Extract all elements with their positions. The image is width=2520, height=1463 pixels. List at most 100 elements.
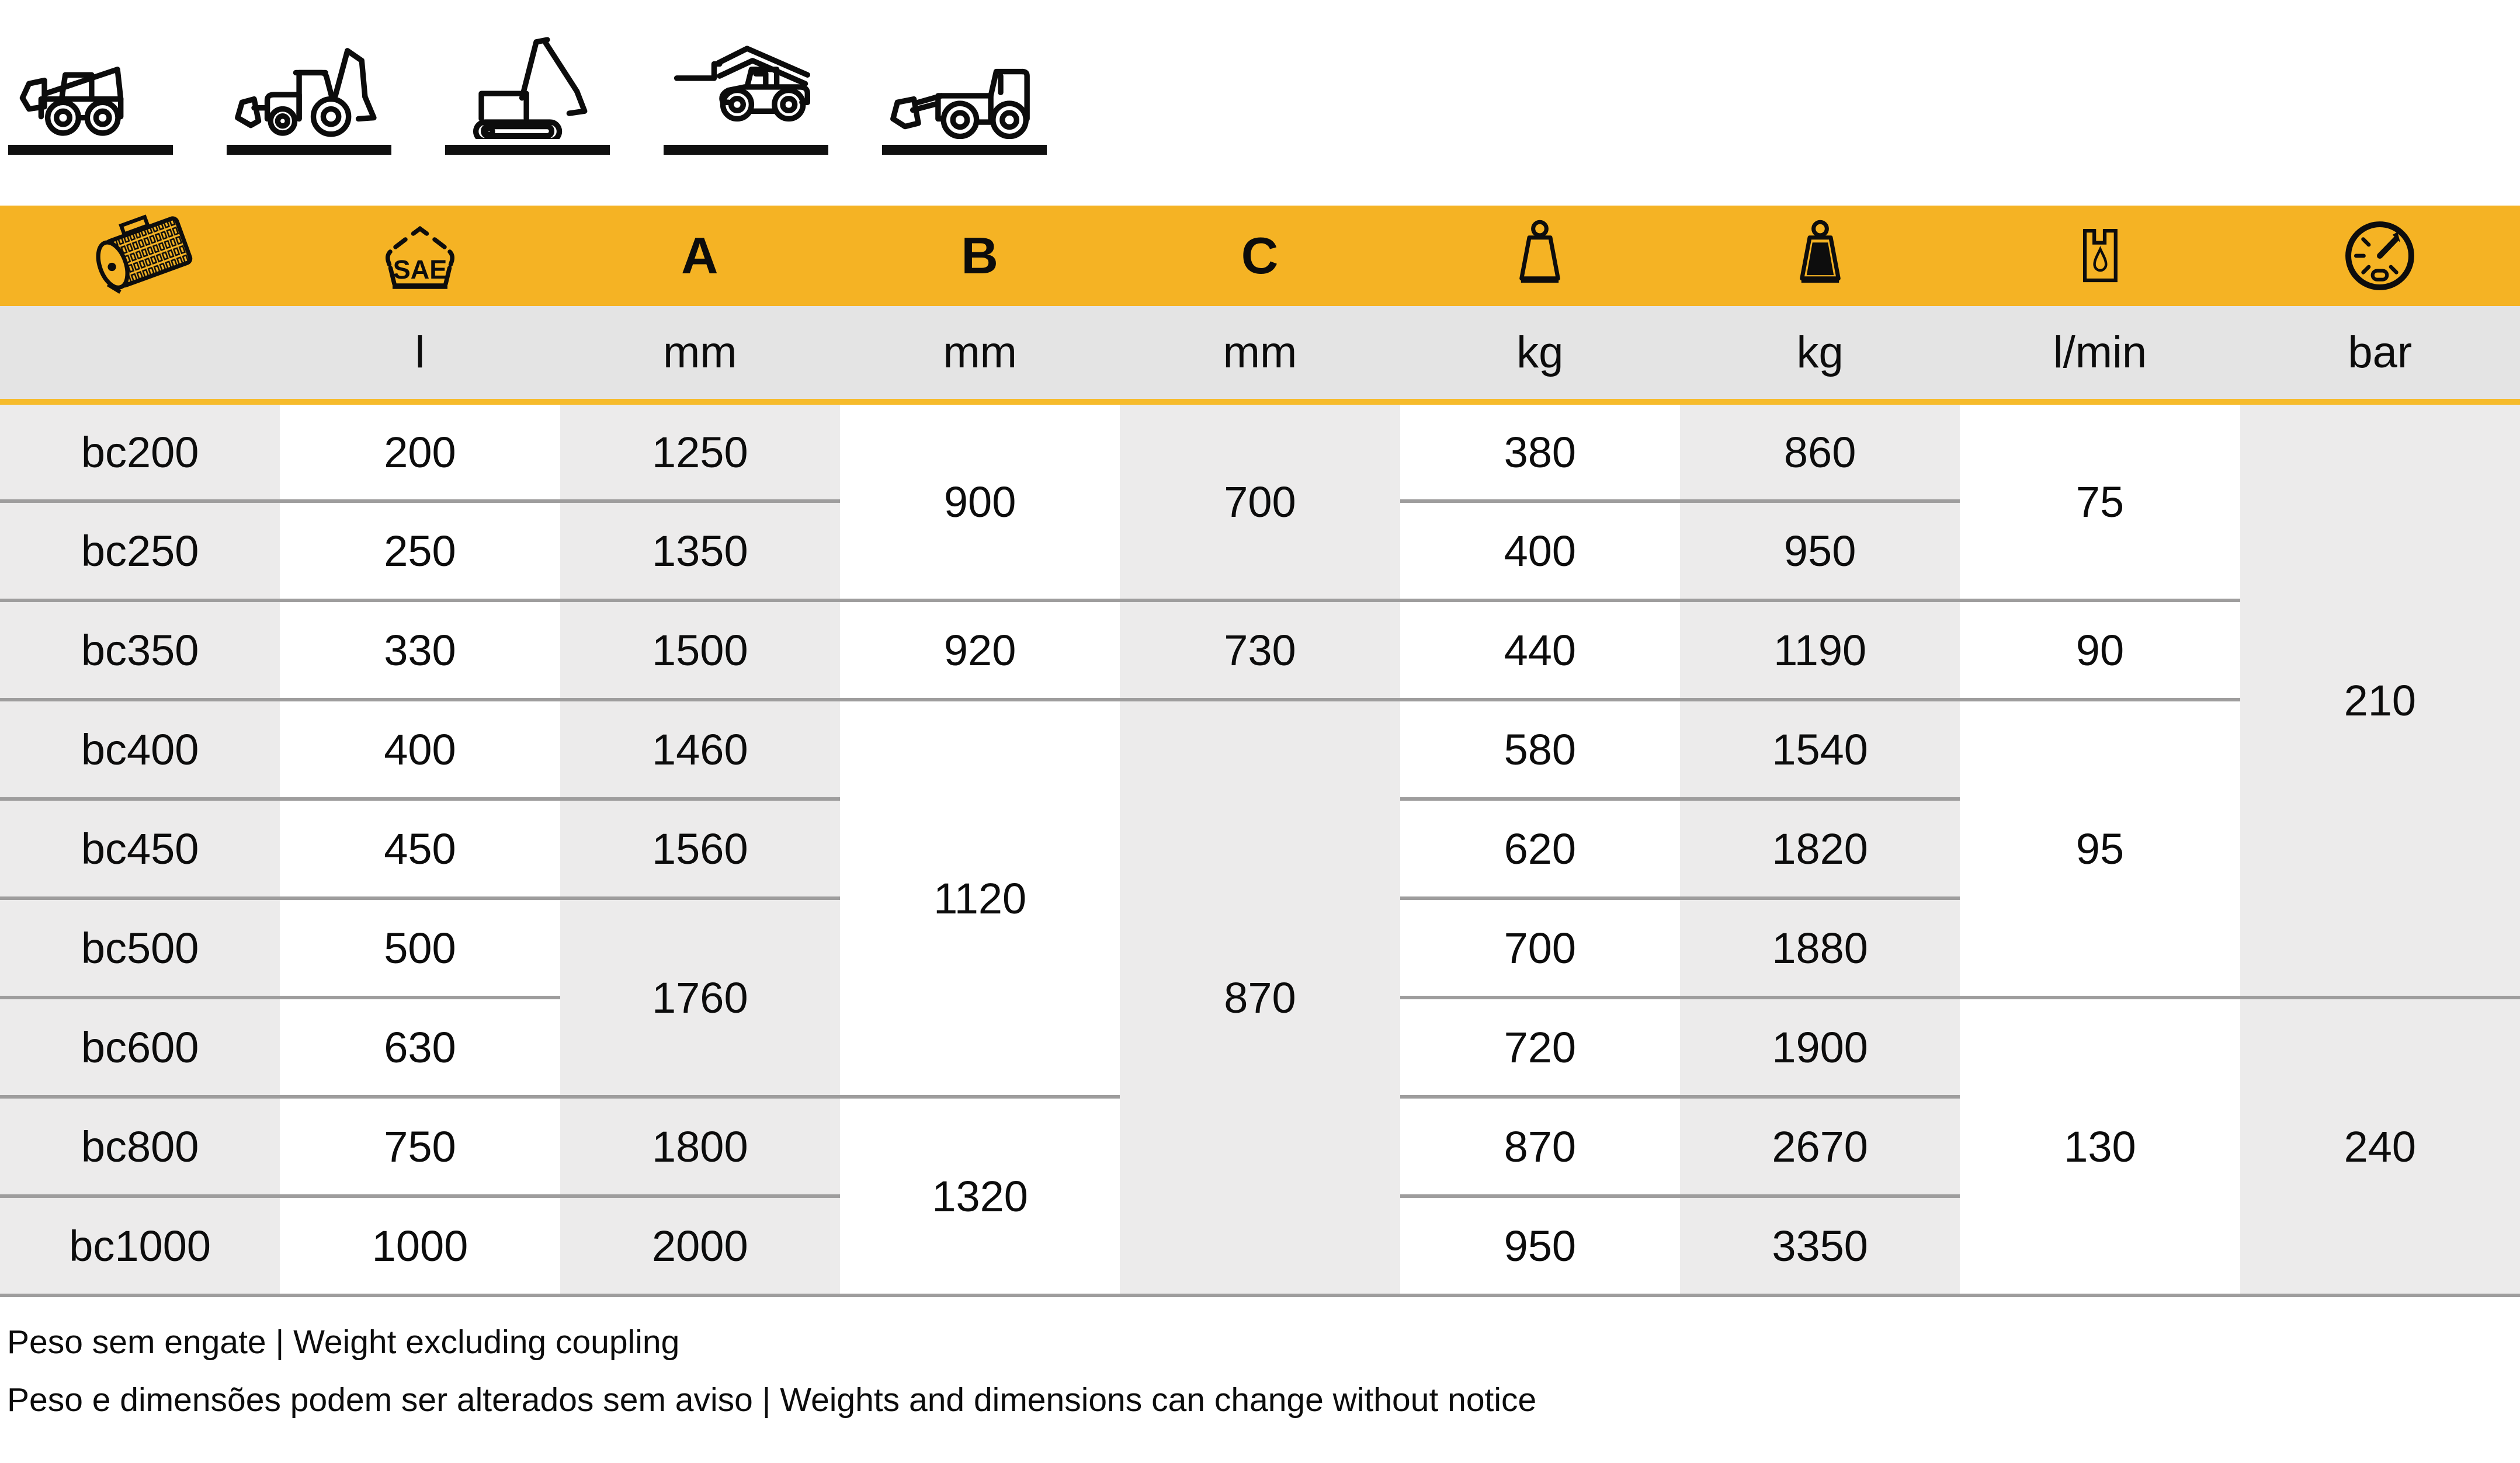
cell-kg2: 1190 <box>1679 600 1960 701</box>
col-a-label: A <box>681 227 719 284</box>
cell-kg1: 440 <box>1400 600 1680 701</box>
weight-icon <box>1519 220 1561 283</box>
cell-a: 1760 <box>560 898 840 1099</box>
header-col-b: B <box>839 206 1120 306</box>
machine-type-strip <box>0 0 2520 206</box>
cell-kg1: 380 <box>1400 402 1680 503</box>
cell-b: 1320 <box>839 1097 1120 1297</box>
cell-kg2: 1900 <box>1679 998 1960 1099</box>
header-oil-flow-cell <box>1960 206 2240 306</box>
skid-steer-loader-icon <box>19 67 124 136</box>
cell-a: 1800 <box>560 1097 840 1198</box>
unit-kg2: kg <box>1679 306 1960 405</box>
cell-b: 1120 <box>839 700 1120 1099</box>
cell-kg2: 860 <box>1679 402 1960 503</box>
cell-volume: 630 <box>280 998 560 1099</box>
cell-c: 870 <box>1120 700 1400 1297</box>
cell-volume: 450 <box>280 799 560 900</box>
header-row: SAE A B C <box>0 206 2520 306</box>
table-row: bc200 200 1250 900 700 380 860 75 210 <box>0 402 2520 999</box>
cell-pressure: 240 <box>2240 998 2520 1297</box>
cell-kg2: 1880 <box>1679 898 1960 999</box>
pressure-gauge-icon <box>2345 221 2415 290</box>
cell-volume: 750 <box>280 1097 560 1198</box>
unit-pressure: bar <box>2240 306 2520 405</box>
unit-flow: l/min <box>1960 306 2240 405</box>
cell-flow: 90 <box>1960 600 2240 701</box>
unit-c: mm <box>1120 306 1400 405</box>
cell-volume: 500 <box>280 898 560 999</box>
row-label: bc1000 <box>0 1196 280 1297</box>
cell-c: 730 <box>1120 600 1400 701</box>
cell-a: 1500 <box>560 600 840 701</box>
cell-flow: 130 <box>1960 998 2240 1297</box>
machine-tab-skid-steer <box>8 15 173 206</box>
cell-volume: 250 <box>280 501 560 602</box>
screening-bucket-icon <box>96 214 192 294</box>
cell-b: 920 <box>839 600 1120 701</box>
weight-heavy-icon <box>1799 220 1841 283</box>
row-label: bc600 <box>0 998 280 1099</box>
footnote-weight: Peso sem engate | Weight excluding coupl… <box>7 1323 680 1361</box>
row-label: bc800 <box>0 1097 280 1198</box>
cell-a: 1350 <box>560 501 840 602</box>
cell-a: 1560 <box>560 799 840 900</box>
table-row: bc600 630 720 1900 130 240 <box>0 998 2520 1297</box>
sae-coupler-icon: SAE <box>386 225 454 289</box>
header-col-c: C <box>1120 206 1400 306</box>
col-b-label: B <box>961 227 999 284</box>
unit-model <box>0 306 280 405</box>
row-label: bc500 <box>0 898 280 999</box>
cell-pressure: 210 <box>2240 402 2520 999</box>
wheel-loader-icon <box>890 68 1030 139</box>
cell-kg1: 580 <box>1400 700 1680 801</box>
telehandler-icon <box>674 46 810 122</box>
cell-a: 1460 <box>560 700 840 801</box>
cell-volume: 1000 <box>280 1196 560 1297</box>
row-label: bc450 <box>0 799 280 900</box>
spec-table: SAE A B C <box>0 206 2520 1297</box>
machine-tab-telehandler <box>664 15 828 206</box>
cell-kg2: 950 <box>1679 501 1960 602</box>
backhoe-loader-icon <box>235 48 377 137</box>
cell-volume: 200 <box>280 402 560 503</box>
table-row: bc1000 1000 2000 950 3350 <box>0 1196 2520 1297</box>
header-bucket-cell <box>0 206 280 306</box>
cell-volume: 330 <box>280 600 560 701</box>
row-label: bc200 <box>0 402 280 503</box>
table-row: bc250 250 1350 400 950 <box>0 501 2520 602</box>
cell-flow: 75 <box>1960 402 2240 602</box>
unit-kg1: kg <box>1400 306 1680 405</box>
header-col-a: A <box>560 206 840 306</box>
table-row: bc800 750 1800 1320 870 2670 <box>0 1097 2520 1297</box>
cell-kg2: 1540 <box>1679 700 1960 801</box>
table-row: bc500 500 1760 700 1880 <box>0 898 2520 1099</box>
cell-kg1: 950 <box>1400 1196 1680 1297</box>
machine-tab-mini-excavator <box>445 15 610 206</box>
cell-a: 2000 <box>560 1196 840 1297</box>
cell-kg1: 870 <box>1400 1097 1680 1198</box>
cell-c: 700 <box>1120 402 1400 602</box>
unit-b: mm <box>839 306 1120 405</box>
row-label: bc400 <box>0 700 280 801</box>
units-row: l mm mm mm kg kg l/min bar <box>0 306 2520 405</box>
cell-kg2: 2670 <box>1679 1097 1960 1198</box>
tab-underline <box>664 145 828 155</box>
col-c-label: C <box>1241 227 1279 284</box>
tab-underline <box>882 145 1047 155</box>
unit-a: mm <box>560 306 840 405</box>
cell-kg1: 400 <box>1400 501 1680 602</box>
machine-tab-backhoe-loader <box>227 15 391 206</box>
cell-b: 900 <box>839 402 1120 602</box>
row-label: bc350 <box>0 600 280 701</box>
oil-flow-icon <box>2082 228 2118 283</box>
cell-kg2: 1820 <box>1679 799 1960 900</box>
header-pressure-cell <box>2240 206 2520 306</box>
header-sae-cell: SAE <box>280 206 560 306</box>
cell-kg2: 3350 <box>1679 1196 1960 1297</box>
cell-kg1: 620 <box>1400 799 1680 900</box>
unit-volume: l <box>280 306 560 405</box>
tab-underline <box>8 145 173 155</box>
cell-volume: 400 <box>280 700 560 801</box>
